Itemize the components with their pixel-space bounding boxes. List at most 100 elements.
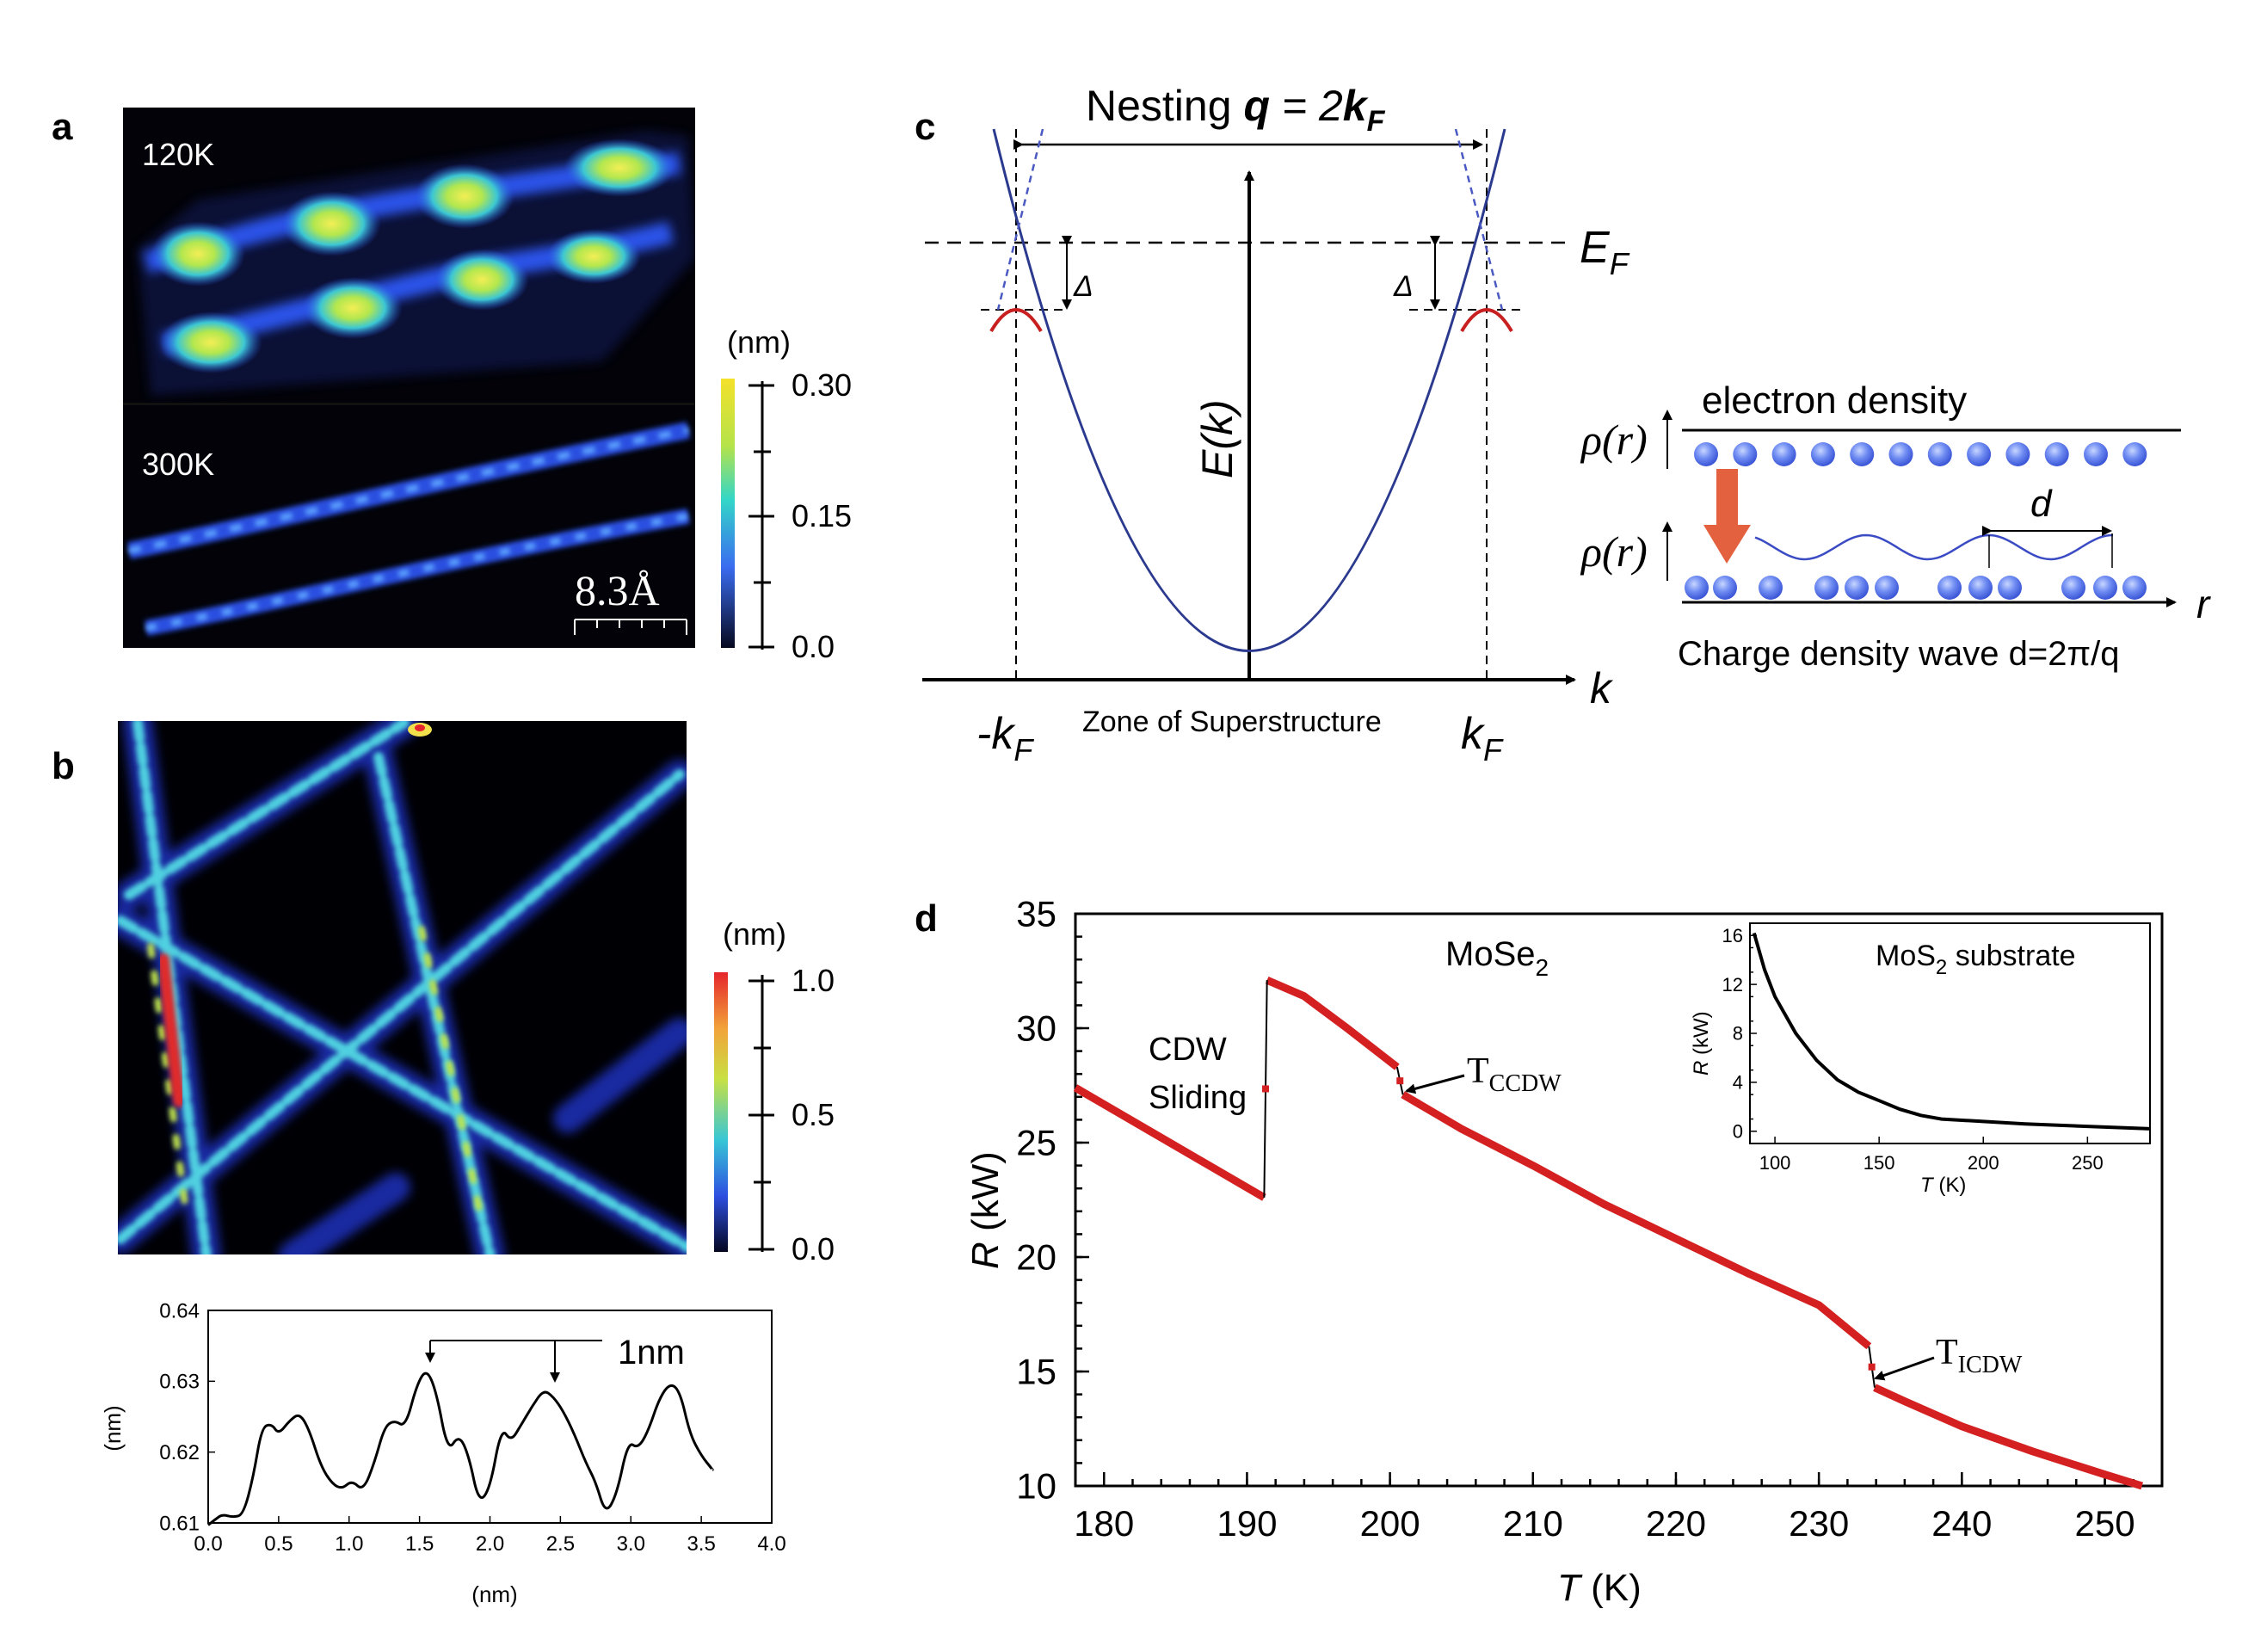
x-tick-label: 210 bbox=[1503, 1503, 1563, 1544]
electron-ball bbox=[2122, 576, 2147, 600]
profile-x-axis-label: (nm) bbox=[471, 1581, 517, 1607]
panel-b-stm-image bbox=[118, 721, 687, 1254]
x-tick-label: 230 bbox=[1789, 1503, 1849, 1544]
electron-ball bbox=[1845, 576, 1869, 600]
panel-label-a: a bbox=[52, 106, 73, 148]
cdw-wave bbox=[1754, 533, 2114, 561]
colorbar-b-tick-min: 0.0 bbox=[792, 1231, 835, 1267]
electron-ball bbox=[1814, 576, 1839, 600]
y-tick-label: 20 bbox=[1016, 1237, 1056, 1278]
profile-y-axis-label: (nm) bbox=[100, 1405, 126, 1451]
profile-annotation-label: 1nm bbox=[618, 1334, 685, 1372]
inset-y-axis-label: R (kW) bbox=[1690, 1011, 1713, 1076]
label-300k: 300K bbox=[142, 447, 214, 482]
electron-ball bbox=[1875, 576, 1899, 600]
height-profile-chart: 0.0 0.5 1.0 1.5 2.0 2.5 3.0 3.5 4.0 0.61 0.62 0.63 0… bbox=[100, 1299, 786, 1607]
fermi-label: EF bbox=[1580, 223, 1630, 281]
colorbar-a-unit: (nm) bbox=[727, 324, 791, 360]
electron-ball bbox=[1937, 576, 1962, 600]
electron-row-uniform bbox=[1694, 442, 2147, 466]
x-tick-label: 200 bbox=[1968, 1152, 1999, 1174]
stm-image-120k bbox=[138, 131, 695, 396]
energy-axis-label: E(k) bbox=[1193, 399, 1241, 478]
k-axis-label: k bbox=[1590, 664, 1614, 712]
panel-label-b: b bbox=[52, 745, 75, 787]
electron-ball bbox=[1759, 576, 1783, 600]
sample-label: MoSe2 bbox=[1445, 935, 1549, 981]
electron-ball bbox=[2005, 442, 2030, 466]
rho-label-bottom: ρ(r) bbox=[1580, 527, 1648, 576]
x-tick-label: 2.0 bbox=[476, 1532, 504, 1556]
inset-chart: 100 150 200 250 0 4 8 12 16 MoS2 substrate R (kW… bbox=[1690, 922, 2151, 1197]
gap-arc-right bbox=[1460, 308, 1513, 333]
x-tick-label: 190 bbox=[1217, 1503, 1277, 1544]
neg-kf-label: -kF bbox=[976, 709, 1034, 767]
y-tick-label: 30 bbox=[1016, 1008, 1056, 1049]
transition-point bbox=[1868, 1363, 1876, 1371]
electron-ball bbox=[2044, 442, 2069, 466]
electron-ball bbox=[2093, 576, 2117, 600]
zone-label: Zone of Superstructure bbox=[1082, 706, 1382, 738]
t-ccdw-label: TCCDW bbox=[1467, 1051, 1562, 1097]
x-tick-label: 150 bbox=[1863, 1152, 1895, 1174]
colorbar-a-tick-mid: 0.15 bbox=[792, 498, 852, 533]
resistance-series bbox=[1401, 1091, 1872, 1350]
y-tick-label: 16 bbox=[1722, 925, 1743, 946]
inset-series-line bbox=[1752, 932, 2151, 1131]
electron-ball bbox=[1998, 576, 2022, 600]
electron-ball bbox=[1771, 442, 1796, 466]
stm-image-300k bbox=[127, 422, 690, 636]
profile-annotation-bracket bbox=[425, 1340, 602, 1383]
electron-ball bbox=[2122, 442, 2147, 466]
delta-label-right: Δ bbox=[1393, 270, 1414, 303]
r-axis-label: r bbox=[2196, 582, 2211, 626]
x-tick-label: 180 bbox=[1074, 1503, 1134, 1544]
y-tick-label: 0.61 bbox=[159, 1512, 200, 1535]
y-tick-label: 25 bbox=[1016, 1123, 1056, 1163]
inset-x-axis-label: T (K) bbox=[1920, 1174, 1966, 1197]
electron-ball bbox=[1733, 442, 1758, 466]
x-tick-label: 240 bbox=[1931, 1503, 1992, 1544]
electron-ball bbox=[1967, 442, 1992, 466]
electron-ball bbox=[1968, 576, 1993, 600]
y-tick-label: 12 bbox=[1722, 974, 1743, 996]
electron-ball bbox=[1694, 442, 1718, 466]
electron-ball bbox=[1685, 576, 1709, 600]
resistance-chart: 180 190 200 210 220 230 240 250 10 15 20 25 30 35 R (… bbox=[964, 894, 2164, 1609]
transition-point bbox=[1396, 1077, 1404, 1085]
resistance-series bbox=[1073, 1084, 1266, 1201]
y-tick-label: 8 bbox=[1733, 1023, 1743, 1045]
x-tick-label: 3.0 bbox=[617, 1532, 645, 1556]
scale-bar bbox=[574, 619, 687, 635]
electron-ball bbox=[1810, 442, 1835, 466]
panel-a-stm-image: 120K 300K 8.3Å bbox=[123, 108, 695, 648]
t-icdw-label: TICDW bbox=[1936, 1333, 2023, 1378]
y-tick-label: 10 bbox=[1016, 1466, 1056, 1507]
y-tick-label: 0 bbox=[1733, 1120, 1743, 1142]
electron-ball bbox=[1927, 442, 1952, 466]
wavelength-label: d bbox=[2030, 483, 2053, 525]
colorbar-b-unit: (nm) bbox=[723, 916, 786, 952]
cdw-caption: Charge density wave d=2π/q bbox=[1678, 635, 2119, 673]
x-tick-label: 250 bbox=[2074, 1503, 2135, 1544]
colorbar-a-tick-max: 0.30 bbox=[792, 367, 852, 403]
panel-c-band-diagram: Nesting q = 2kF Δ Δ EF E(k) k -kF kF Zon… bbox=[922, 82, 1630, 767]
band-parabola bbox=[992, 128, 1506, 652]
electron-ball bbox=[1713, 576, 1737, 600]
y-tick-label: 0.63 bbox=[159, 1371, 200, 1394]
x-tick-label: 100 bbox=[1759, 1152, 1791, 1174]
x-tick-label: 4.0 bbox=[757, 1532, 785, 1556]
cdw-sliding-line1: CDW bbox=[1149, 1032, 1227, 1068]
resistance-series bbox=[1873, 1384, 2144, 1490]
y-tick-label: 15 bbox=[1016, 1352, 1056, 1392]
t-icdw-arrow bbox=[1874, 1356, 1935, 1381]
height-profile-line bbox=[207, 1372, 714, 1526]
kf-label: kF bbox=[1461, 709, 1504, 767]
electron-ball bbox=[1850, 442, 1875, 466]
scale-bar-label: 8.3Å bbox=[575, 566, 660, 614]
rho-label-top: ρ(r) bbox=[1580, 416, 1648, 464]
main-x-axis-label: T (K) bbox=[1557, 1567, 1642, 1609]
electron-density-label: electron density bbox=[1702, 379, 1967, 422]
delta-label-left: Δ bbox=[1073, 270, 1093, 303]
